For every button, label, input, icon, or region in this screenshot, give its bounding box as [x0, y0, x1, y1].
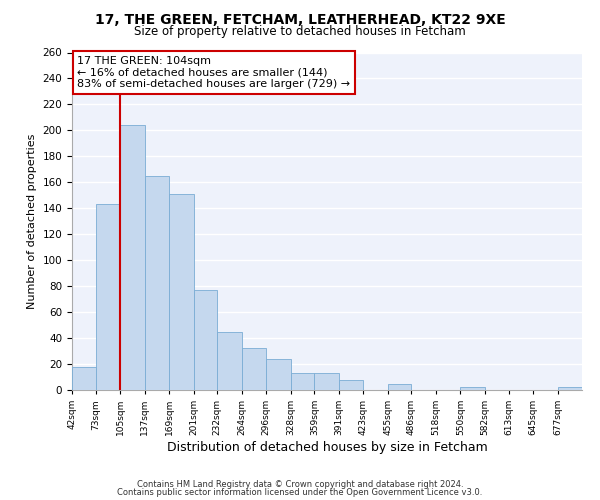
- Bar: [145, 176, 169, 390]
- Bar: [460, 388, 485, 390]
- Bar: [217, 332, 242, 390]
- Text: Size of property relative to detached houses in Fetcham: Size of property relative to detached ho…: [134, 25, 466, 38]
- Bar: [194, 290, 217, 390]
- Bar: [339, 380, 364, 390]
- Bar: [169, 194, 194, 390]
- Bar: [72, 366, 96, 390]
- X-axis label: Distribution of detached houses by size in Fetcham: Distribution of detached houses by size …: [167, 441, 487, 454]
- Text: 17 THE GREEN: 104sqm
← 16% of detached houses are smaller (144)
83% of semi-deta: 17 THE GREEN: 104sqm ← 16% of detached h…: [77, 56, 350, 89]
- Bar: [120, 125, 145, 390]
- Bar: [242, 348, 266, 390]
- Bar: [388, 384, 412, 390]
- Bar: [266, 359, 290, 390]
- Bar: [314, 373, 339, 390]
- Bar: [290, 373, 314, 390]
- Text: 17, THE GREEN, FETCHAM, LEATHERHEAD, KT22 9XE: 17, THE GREEN, FETCHAM, LEATHERHEAD, KT2…: [95, 12, 505, 26]
- Bar: [557, 388, 582, 390]
- Text: Contains public sector information licensed under the Open Government Licence v3: Contains public sector information licen…: [118, 488, 482, 497]
- Y-axis label: Number of detached properties: Number of detached properties: [27, 134, 37, 309]
- Text: Contains HM Land Registry data © Crown copyright and database right 2024.: Contains HM Land Registry data © Crown c…: [137, 480, 463, 489]
- Bar: [96, 204, 120, 390]
